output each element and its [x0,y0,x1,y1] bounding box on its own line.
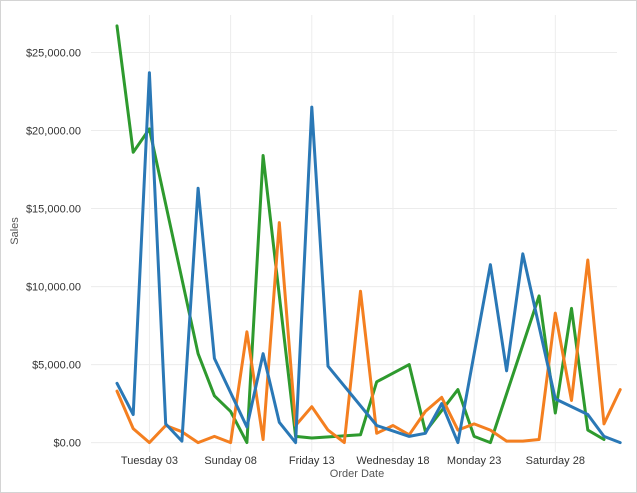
x-tick-label: Tuesday 03 [121,455,178,467]
series-line-2[interactable] [115,221,622,445]
x-tick-label: Saturday 28 [526,455,585,467]
series-lines [115,24,622,445]
y-tick-label: $10,000.00 [26,282,81,294]
series-line-3[interactable] [115,71,622,445]
y-tick-label: $20,000.00 [26,125,81,137]
y-tick-label: $5,000.00 [32,360,81,372]
y-axis-title: Sales [9,217,21,245]
y-tick-label: $15,000.00 [26,204,81,216]
x-tick-label: Monday 23 [447,455,501,467]
x-axis-title: Order Date [330,468,384,480]
x-tick-label: Wednesday 18 [356,455,429,467]
y-tick-label: $0.00 [53,438,81,450]
x-axis-ticks: Tuesday 03 Sunday 08 Friday 13 Wednesday 18… [121,455,585,467]
x-tick-label: Sunday 08 [204,455,257,467]
series-line-1[interactable] [115,24,606,445]
y-tick-label: $25,000.00 [26,47,81,59]
gridlines [91,15,617,452]
y-axis-ticks: $0.00 $5,000.00 $10,000.00 $15,000.00 $20,00… [26,47,81,449]
x-tick-label: Friday 13 [289,455,335,467]
